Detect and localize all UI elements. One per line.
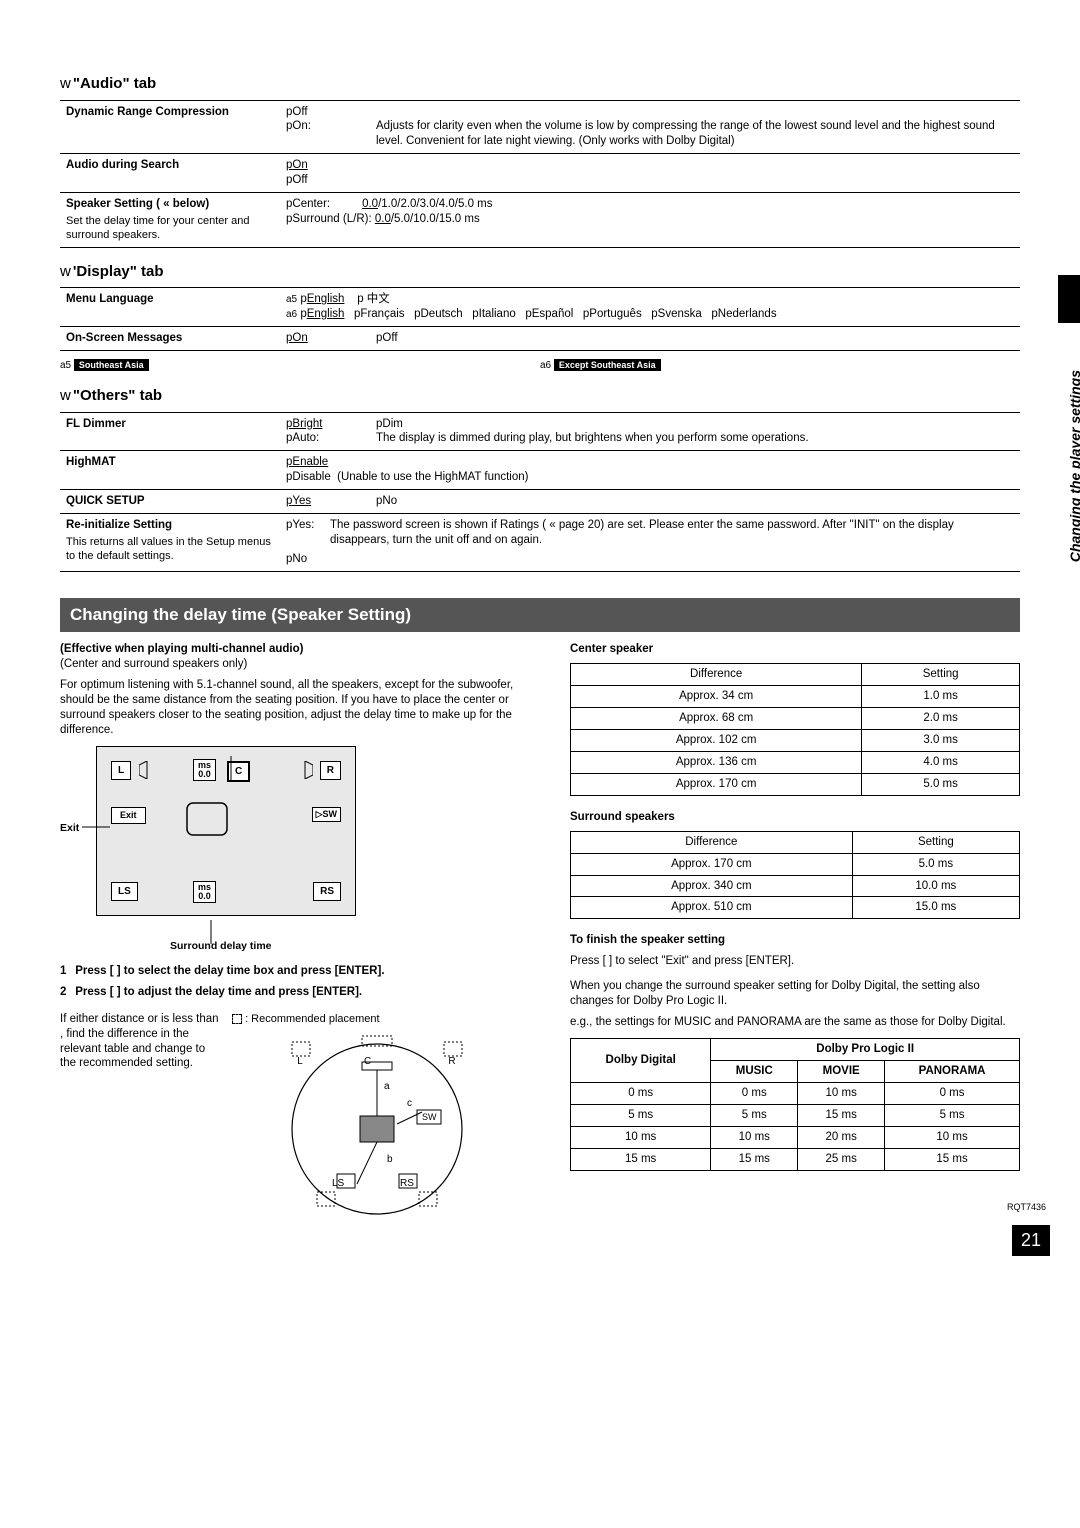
svg-text:LS: LS <box>332 1178 345 1189</box>
fl-dimmer-opts: pBrightpAuto: <box>280 412 370 451</box>
others-settings-table: FL Dimmer pBrightpAuto: pDimThe display … <box>60 412 1020 573</box>
speaker-l: L <box>111 761 131 780</box>
fl-dimmer-desc: pDimThe display is dimmed during play, b… <box>370 412 1020 451</box>
osm-label: On-Screen Messages <box>60 327 280 351</box>
center-speaker-table: DifferenceSetting Approx. 34 cm1.0 ms Ap… <box>570 663 1020 796</box>
drc-label: Dynamic Range Compression <box>60 100 280 154</box>
speaker-r: R <box>320 761 341 780</box>
others-tab-header: w"Others" tab <box>60 386 1020 406</box>
quick-setup-label: QUICK SETUP <box>60 490 280 514</box>
dolby-table: Dolby DigitalDolby Pro Logic II MUSICMOV… <box>570 1038 1020 1171</box>
surround-speaker-table: DifferenceSetting Approx. 170 cm5.0 ms A… <box>570 831 1020 920</box>
reinit-desc: pYes:The password screen is shown if Rat… <box>280 514 1020 572</box>
doc-code: RQT7436 <box>1007 1202 1046 1214</box>
step-2: 2 Press [ ] to adjust the delay time and… <box>60 985 542 1000</box>
page-number: 21 <box>1012 1225 1050 1256</box>
speaker-sw: ▷SW <box>312 807 341 823</box>
osm-opt1: pOn <box>280 327 370 351</box>
svg-text:SW: SW <box>422 1112 437 1122</box>
menu-lang-opts: a5 pEnglish p 中文 a6 pEnglish pFrançais p… <box>280 288 1020 327</box>
audio-tab-header: w"Audio" tab <box>60 74 1020 94</box>
highmat-opts: pEnablepDisable (Unable to use the HighM… <box>280 451 1020 490</box>
highmat-label: HighMAT <box>60 451 280 490</box>
svg-text:b: b <box>387 1154 393 1165</box>
svg-text:a: a <box>384 1081 390 1092</box>
speaker-ls: LS <box>111 882 138 901</box>
display-settings-table: Menu Language a5 pEnglish p 中文 a6 pEngli… <box>60 287 1020 351</box>
svg-text:RS: RS <box>400 1178 414 1189</box>
menu-lang-label: Menu Language <box>60 288 280 327</box>
side-tab <box>1058 275 1080 323</box>
difference-text: If either distance or is less than , fin… <box>60 1012 220 1242</box>
speaker-setting-opts: pCenter: 0.0/1.0/2.0/3.0/4.0/5.0 ms pSur… <box>280 193 1020 248</box>
side-section-title: Changing the player settings <box>1066 370 1080 562</box>
drc-opts: pOffpOn: <box>280 100 370 154</box>
audio-search-opts: pOnpOff <box>280 154 370 193</box>
speaker-rs: RS <box>313 882 341 901</box>
exit-box: Exit <box>111 807 146 825</box>
quick-setup-opt1: pYes <box>280 490 370 514</box>
svg-text:c: c <box>407 1098 412 1109</box>
placement-diagram: L C R a c SW b LS <box>262 1034 542 1234</box>
drc-desc: Adjusts for clarity even when the volume… <box>370 100 1020 154</box>
section-bar: Changing the delay time (Speaker Setting… <box>60 598 1020 632</box>
speaker-setting-label: Speaker Setting ( « below)Set the delay … <box>60 193 280 248</box>
svg-text:L: L <box>297 1056 303 1067</box>
left-column: (Effective when playing multi-channel au… <box>60 642 542 1242</box>
reinit-label: Re-initialize SettingThis returns all va… <box>60 514 280 572</box>
display-tab-header: w'Display" tab <box>60 262 1020 282</box>
step-1: 1 Press [ ] to select the delay time box… <box>60 964 542 979</box>
right-column: Center speaker DifferenceSetting Approx.… <box>570 642 1020 1242</box>
display-footnotes: a5 Southeast Asia a6 Except Southeast As… <box>60 359 1020 372</box>
audio-settings-table: Dynamic Range Compression pOffpOn: Adjus… <box>60 100 1020 248</box>
speaker-diagram-wrap: Center delay time Exit L ms0.0 C R Exit … <box>60 746 380 956</box>
osm-opt2: pOff <box>370 327 1020 351</box>
svg-text:R: R <box>448 1056 455 1067</box>
audio-search-label: Audio during Search <box>60 154 280 193</box>
fl-dimmer-label: FL Dimmer <box>60 412 280 451</box>
quick-setup-opt2: pNo <box>370 490 1020 514</box>
recommended-label: : Recommended placement <box>232 1012 542 1026</box>
speaker-diagram: L ms0.0 C R Exit ▷SW LS ms0.0 RS <box>96 746 356 916</box>
